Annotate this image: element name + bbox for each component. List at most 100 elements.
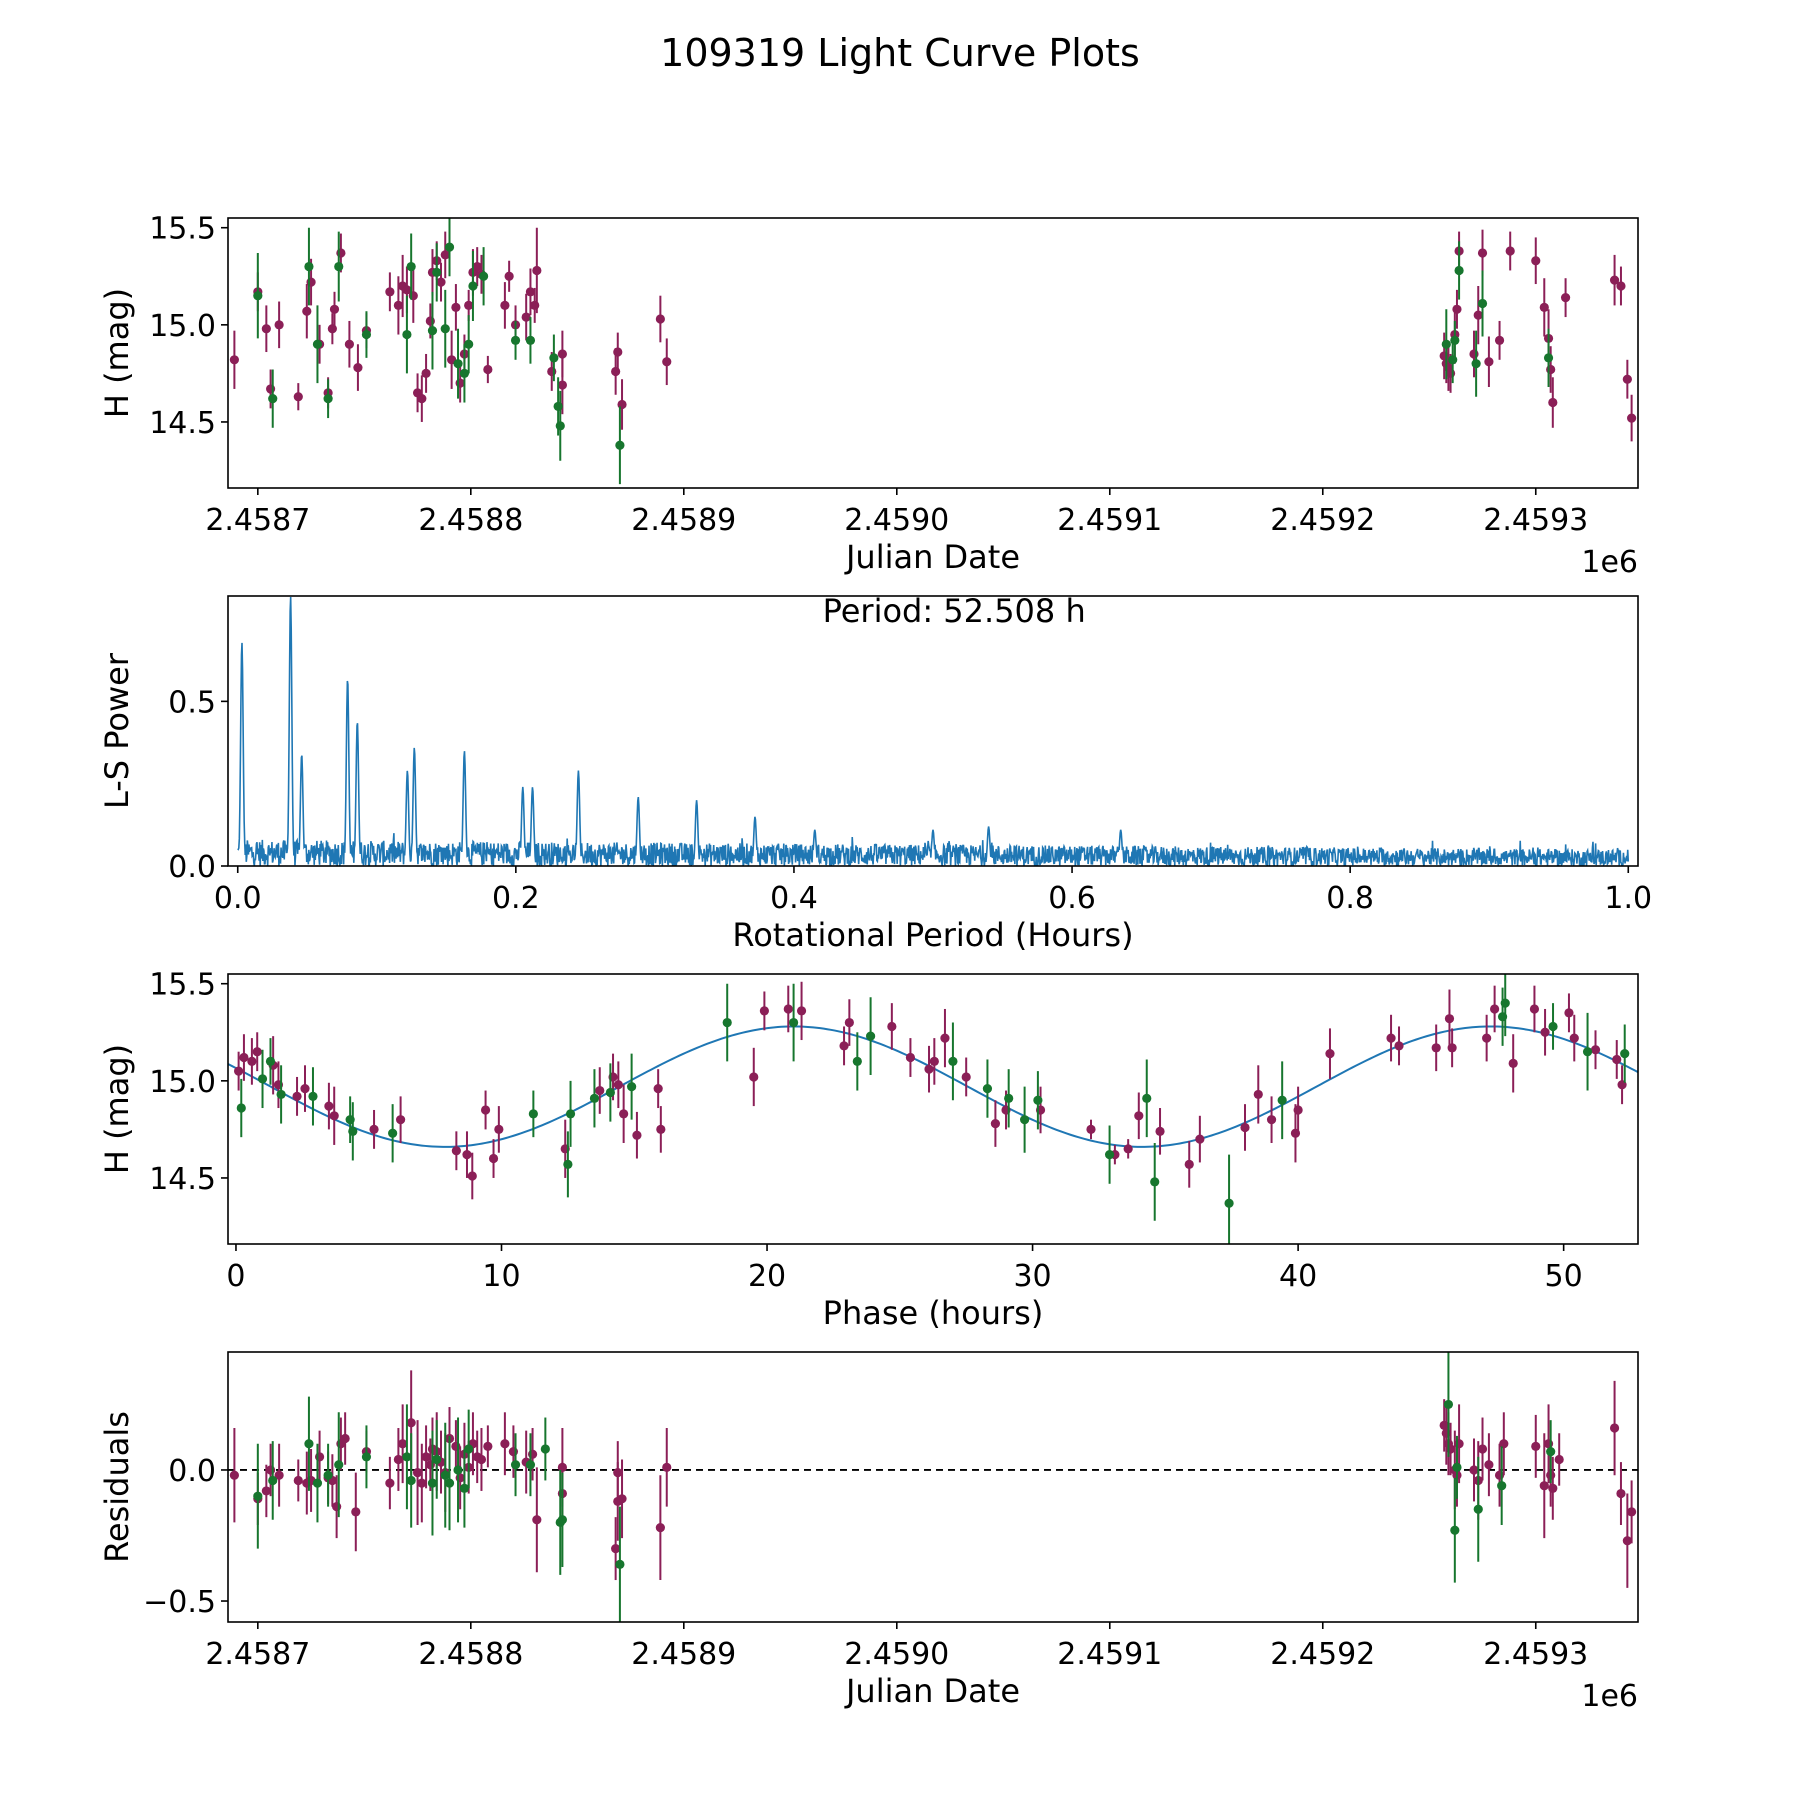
y-tick-label: 15.0	[149, 1065, 216, 1100]
data-point	[589, 1093, 600, 1103]
data-point	[617, 399, 627, 410]
data-point	[323, 1470, 333, 1480]
data-point	[1020, 1115, 1030, 1125]
data-point	[1448, 355, 1458, 365]
data-point	[1543, 1439, 1554, 1449]
data-point	[525, 1460, 536, 1470]
data-point	[476, 1454, 487, 1465]
data-point	[929, 1056, 939, 1067]
x-tick-label: 2.4588	[418, 503, 523, 538]
data-point	[532, 265, 542, 276]
data-point	[344, 339, 355, 349]
data-point	[483, 364, 493, 375]
data-point	[1546, 1447, 1556, 1457]
data-point	[1560, 293, 1571, 303]
data-point	[265, 384, 276, 394]
x-tick-label: 0.2	[492, 881, 540, 916]
data-point	[549, 353, 559, 363]
data-point	[940, 1033, 950, 1043]
y-tick-label: 0.0	[168, 850, 216, 885]
data-point	[1546, 364, 1556, 375]
data-point	[1454, 265, 1464, 276]
data-point	[1445, 368, 1456, 378]
x-tick-label: 0.0	[214, 881, 262, 916]
data-point	[615, 1559, 625, 1569]
data-point	[304, 261, 314, 272]
data-point	[1497, 1481, 1507, 1491]
data-point	[236, 1103, 246, 1113]
axes-frame	[227, 217, 1639, 489]
data-point	[1473, 1504, 1483, 1514]
data-point	[500, 1439, 510, 1449]
data-point	[1155, 1126, 1165, 1136]
data-point	[427, 326, 438, 336]
axes-frame	[227, 1351, 1639, 1623]
data-point	[595, 1085, 605, 1096]
data-point	[395, 1115, 406, 1125]
data-point	[1569, 1033, 1579, 1043]
y-tick-label: 14.5	[149, 406, 216, 441]
data-point	[844, 1017, 854, 1028]
data-point	[306, 277, 316, 287]
data-point	[1477, 248, 1488, 258]
data-point	[494, 1124, 504, 1134]
data-point	[265, 1465, 276, 1475]
data-point	[759, 1006, 769, 1016]
data-point	[924, 1064, 934, 1074]
data-point	[615, 440, 625, 450]
data-point	[464, 339, 474, 349]
data-point	[1499, 1439, 1509, 1449]
data-point	[627, 1082, 637, 1092]
data-point	[468, 281, 478, 291]
data-point	[1184, 1159, 1194, 1169]
data-point	[336, 248, 346, 258]
x-tick-label: 40	[1279, 1259, 1317, 1294]
data-point	[1386, 1033, 1396, 1043]
data-point	[451, 302, 461, 312]
data-point	[1195, 1134, 1205, 1144]
data-point	[464, 300, 474, 311]
data-point	[455, 1473, 465, 1483]
data-point	[361, 329, 372, 340]
x-tick-label: 0.4	[770, 881, 818, 916]
panel-phasefold: 0 10 20 30 40 50 14.5 15.0 15.5 Phase (hours) H (m…	[98, 968, 1639, 1332]
data-point	[1445, 1444, 1456, 1454]
data-point	[788, 1017, 799, 1028]
x-tick-label: 0.8	[1326, 881, 1374, 916]
x-tick-label: 20	[748, 1259, 786, 1294]
data-point	[1033, 1095, 1043, 1105]
plot-area-periodogram	[237, 596, 1630, 866]
data-point	[611, 366, 621, 377]
data-point	[532, 1515, 542, 1525]
data-point	[525, 335, 536, 345]
data-point	[547, 366, 557, 377]
data-point	[483, 1441, 493, 1451]
data-point	[239, 1052, 249, 1063]
x-tick-label: 1.0	[1604, 881, 1652, 916]
data-point	[1490, 1004, 1500, 1014]
x-tick-label: 2.4592	[1270, 1637, 1375, 1672]
data-point	[348, 1126, 358, 1136]
data-point	[229, 1470, 239, 1480]
data-point	[1447, 1043, 1457, 1053]
data-point	[1004, 1093, 1014, 1103]
data-point	[351, 1507, 361, 1517]
data-point	[406, 1475, 416, 1486]
data-point	[453, 1465, 463, 1475]
data-point	[388, 1128, 398, 1138]
data-point	[488, 1153, 499, 1164]
data-point	[749, 1072, 759, 1082]
x-tick-label: 2.4592	[1270, 503, 1375, 538]
data-point	[948, 1056, 958, 1067]
data-point	[1441, 1428, 1451, 1438]
x-tick-label: 2.4591	[1057, 1637, 1162, 1672]
data-point	[417, 1478, 427, 1488]
data-point	[402, 1452, 412, 1462]
x-tick-label: 2.4591	[1057, 503, 1162, 538]
data-point	[1473, 310, 1483, 320]
data-point	[1477, 298, 1488, 309]
data-point	[247, 1056, 257, 1067]
data-point	[261, 324, 271, 334]
data-point	[436, 277, 446, 287]
data-point	[421, 368, 431, 378]
